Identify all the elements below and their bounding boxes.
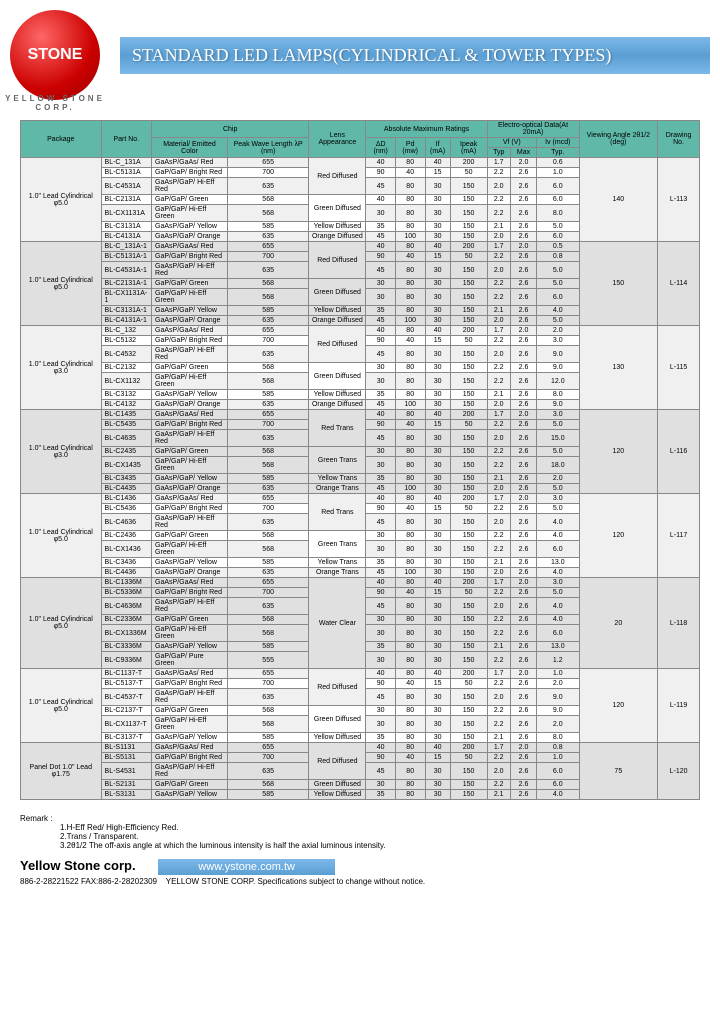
title-bar: STANDARD LED LAMPS(CYLINDRICAL & TOWER T… [120,37,710,74]
table-row: 1.0" Lead Cylindrical φ5.0BL-C_131A-1GaA… [21,242,700,252]
footer: Yellow Stone corp. www.ystone.com.tw 886… [0,854,720,890]
table-row: 1.0" Lead Cylindrical φ3.0BL-C1435GaAsP/… [21,410,700,420]
url-bar: www.ystone.com.tw [158,859,335,875]
logo: STONE YELLOW STONE CORP. [10,10,100,100]
remark-line: 3.2θ1/2 The off-axis angle at which the … [60,841,700,850]
remark: Remark : 1.H-Eff Red/ High-Efficiency Re… [0,810,720,854]
logo-text: STONE [28,46,83,64]
table-row: 1.0" Lead Cylindrical φ3.0BL-C_132GaAsP/… [21,326,700,336]
remark-line: 2.Trans / Transparent. [60,832,700,841]
table-row: 1.0" Lead Cylindrical φ5.0BL-C1137-TGaAs… [21,669,700,679]
spec-table: PackagePart No. ChipLens Appearance Abso… [20,120,700,800]
table-row: 1.0" Lead Cylindrical φ5.0BL-C_131AGaAsP… [21,158,700,168]
table-row: Panel Dot 1.0" Lead φ1.75BL-S1131GaAsP/G… [21,743,700,753]
logo-ring-text: YELLOW STONE CORP. [0,94,125,112]
remark-label: Remark : [20,814,52,823]
footer-note: YELLOW STONE CORP. Specifications subjec… [166,877,425,886]
contact: 886-2-28221522 FAX:886-2-28202309 [20,877,157,886]
table-row: 1.0" Lead Cylindrical φ5.0BL-C1436GaAsP/… [21,494,700,504]
company-name: Yellow Stone corp. [20,858,136,873]
header: STONE YELLOW STONE CORP. STANDARD LED LA… [0,0,720,110]
remark-line: 1.H-Eff Red/ High-Efficiency Red. [60,823,700,832]
table-wrap: PackagePart No. ChipLens Appearance Abso… [0,110,720,810]
table-row: 1.0" Lead Cylindrical φ5.0BL-C1336MGaAsP… [21,578,700,588]
